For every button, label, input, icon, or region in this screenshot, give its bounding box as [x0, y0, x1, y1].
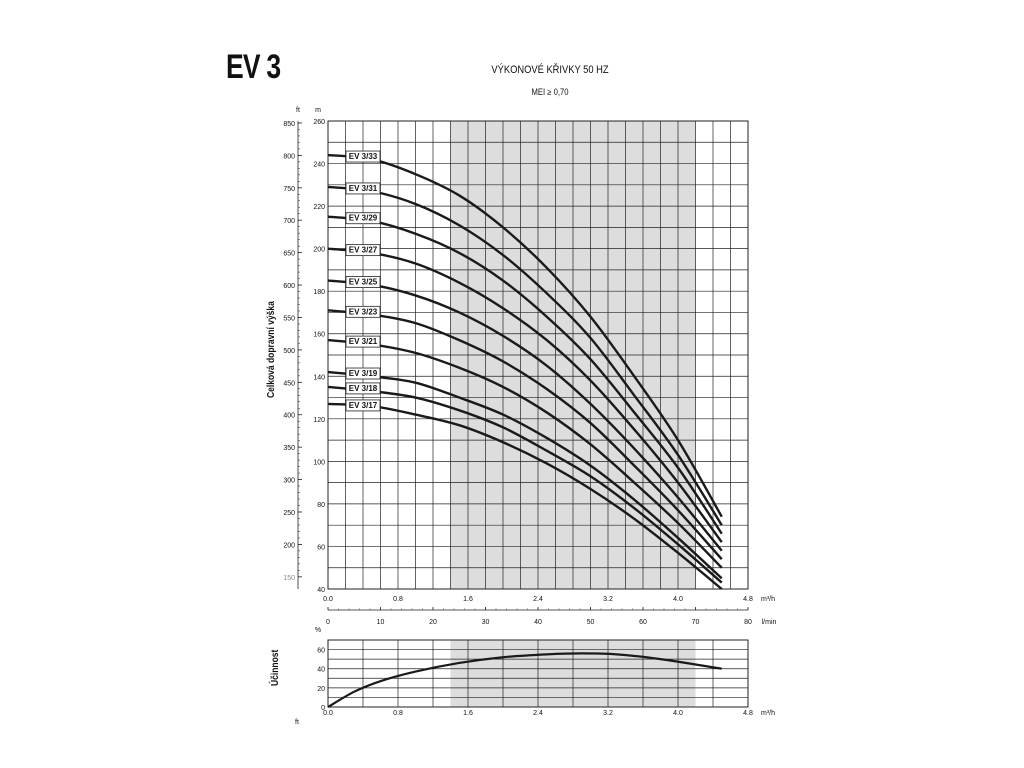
plot-frame: [327, 120, 749, 590]
y-tick-label-ft: 500: [283, 348, 295, 355]
efficiency-frame: [327, 639, 749, 708]
efficiency-unit-m3h: m³/h: [761, 710, 775, 717]
y-tick-label-m: 200: [313, 247, 325, 254]
x-tick-label-m3h: 2.4: [533, 596, 543, 603]
y-tick-label-ft: 800: [283, 153, 295, 160]
x-tick-label-m3h: 4.0: [673, 596, 683, 603]
x-tick-label-m3h: 3.2: [603, 596, 613, 603]
series-label: EV 3/18: [349, 384, 378, 393]
series-label-box: [345, 182, 381, 195]
series-label-box: [345, 399, 381, 412]
y-tick-label-m: 80: [317, 502, 325, 509]
curve-line: [327, 309, 723, 561]
efficiency-y-tick-label: 0: [321, 705, 325, 712]
curve-line: [327, 385, 723, 584]
series-label: EV 3/25: [349, 278, 378, 287]
y-tick-label-ft: 200: [283, 542, 295, 549]
series-label-box: [345, 382, 381, 395]
y-tick-label-m: 220: [313, 204, 325, 211]
x-tick-label-lmin: 60: [639, 619, 647, 626]
curve-line: [327, 247, 723, 543]
y-tick-label-m: 180: [313, 289, 325, 296]
y-tick-label-ft: 350: [283, 445, 295, 452]
efficiency-y-tick-label: 20: [317, 686, 325, 693]
efficiency-curve-line: [327, 652, 722, 708]
series-label: EV 3/21: [349, 337, 378, 346]
efficiency-x-tick-label: 4.0: [673, 710, 683, 717]
y-tick-label-m: 140: [313, 374, 325, 381]
series-label: EV 3/23: [349, 307, 378, 316]
x-tick-label-lmin: 80: [744, 619, 752, 626]
series-label: EV 3/29: [349, 214, 378, 223]
series-label-box: [345, 212, 381, 225]
y-tick-label-ft: 400: [283, 413, 295, 420]
x-tick-label-m3h: 1.6: [463, 596, 473, 603]
y-tick-label-ft: 600: [283, 283, 295, 290]
x-tick-label-lmin: 40: [534, 619, 542, 626]
x-tick-label-lmin: 30: [482, 619, 490, 626]
efficiency-x-tick-label: 1.6: [463, 710, 473, 717]
curve-line: [327, 279, 723, 552]
y-tick-label-m: 100: [313, 459, 325, 466]
series-label: EV 3/27: [349, 246, 378, 255]
x-tick-label-m3h: 4.8: [743, 596, 753, 603]
curve-line: [327, 338, 723, 569]
x-tick-label-m3h: 0.0: [323, 596, 333, 603]
y-tick-label-ft: 700: [283, 218, 295, 225]
unit-m: m: [315, 107, 321, 114]
unit-ft: ft: [296, 107, 300, 114]
y-tick-label-m: 60: [317, 544, 325, 551]
unit-ft-bottom: ft: [295, 719, 299, 726]
efficiency-x-tick-label: 0.0: [323, 710, 333, 717]
y-tick-label-ft: 850: [283, 121, 295, 128]
efficiency-x-tick-label: 4.8: [743, 710, 753, 717]
series-label: EV 3/17: [349, 401, 378, 410]
y-tick-label-ft: 250: [283, 510, 295, 517]
y-tick-label-m: 240: [313, 162, 325, 169]
y-tick-label-m: 160: [313, 332, 325, 339]
y-tick-label-m: 120: [313, 417, 325, 424]
y-tick-label-ft: 550: [283, 315, 295, 322]
efficiency-y-tick-label: 60: [317, 648, 325, 655]
y-tick-label-ft: 650: [283, 251, 295, 258]
curve-line: [327, 402, 723, 590]
unit-m3h: m³/h: [761, 596, 775, 603]
series-label-box: [345, 276, 381, 288]
unit-lmin: l/min: [762, 619, 777, 626]
efficiency-x-tick-label: 3.2: [603, 710, 613, 717]
curve-line: [327, 370, 723, 580]
efficiency-x-tick-label: 2.4: [533, 710, 543, 717]
series-label: EV 3/33: [349, 152, 378, 161]
model-title: EV 3: [226, 48, 281, 86]
curve-line: [327, 185, 723, 526]
efficiency-y-tick-label: 40: [317, 667, 325, 674]
x-tick-label-m3h: 0.8: [393, 596, 403, 603]
x-tick-label-lmin: 10: [377, 619, 385, 626]
series-label: EV 3/19: [349, 369, 378, 378]
curve-line: [327, 153, 723, 518]
series-label-box: [345, 150, 381, 163]
chart-title: VÝKONOVÉ KŘIVKY 50 HZ: [491, 64, 609, 76]
y-tick-label-ft: 300: [283, 478, 295, 485]
y-tick-label-m: 260: [313, 119, 325, 126]
series-label: EV 3/31: [349, 184, 378, 193]
y-tick-label-ft: 150: [283, 575, 295, 582]
series-label-box: [345, 244, 381, 257]
curve-line: [327, 215, 723, 535]
x-tick-label-lmin: 70: [692, 619, 700, 626]
y-tick-label-ft: 450: [283, 380, 295, 387]
x-tick-label-lmin: 50: [587, 619, 595, 626]
series-label-box: [345, 367, 381, 380]
series-label-box: [345, 335, 381, 348]
efficiency-x-tick-label: 0.8: [393, 710, 403, 717]
y-tick-label-ft: 750: [283, 186, 295, 193]
x-tick-label-lmin: 20: [429, 619, 437, 626]
series-label-box: [345, 305, 381, 318]
y-tick-label-m: 40: [317, 587, 325, 594]
x-tick-label-lmin: 0: [326, 619, 330, 626]
unit-percent: %: [315, 627, 321, 634]
chart-subtitle: MEI ≥ 0,70: [531, 87, 569, 97]
